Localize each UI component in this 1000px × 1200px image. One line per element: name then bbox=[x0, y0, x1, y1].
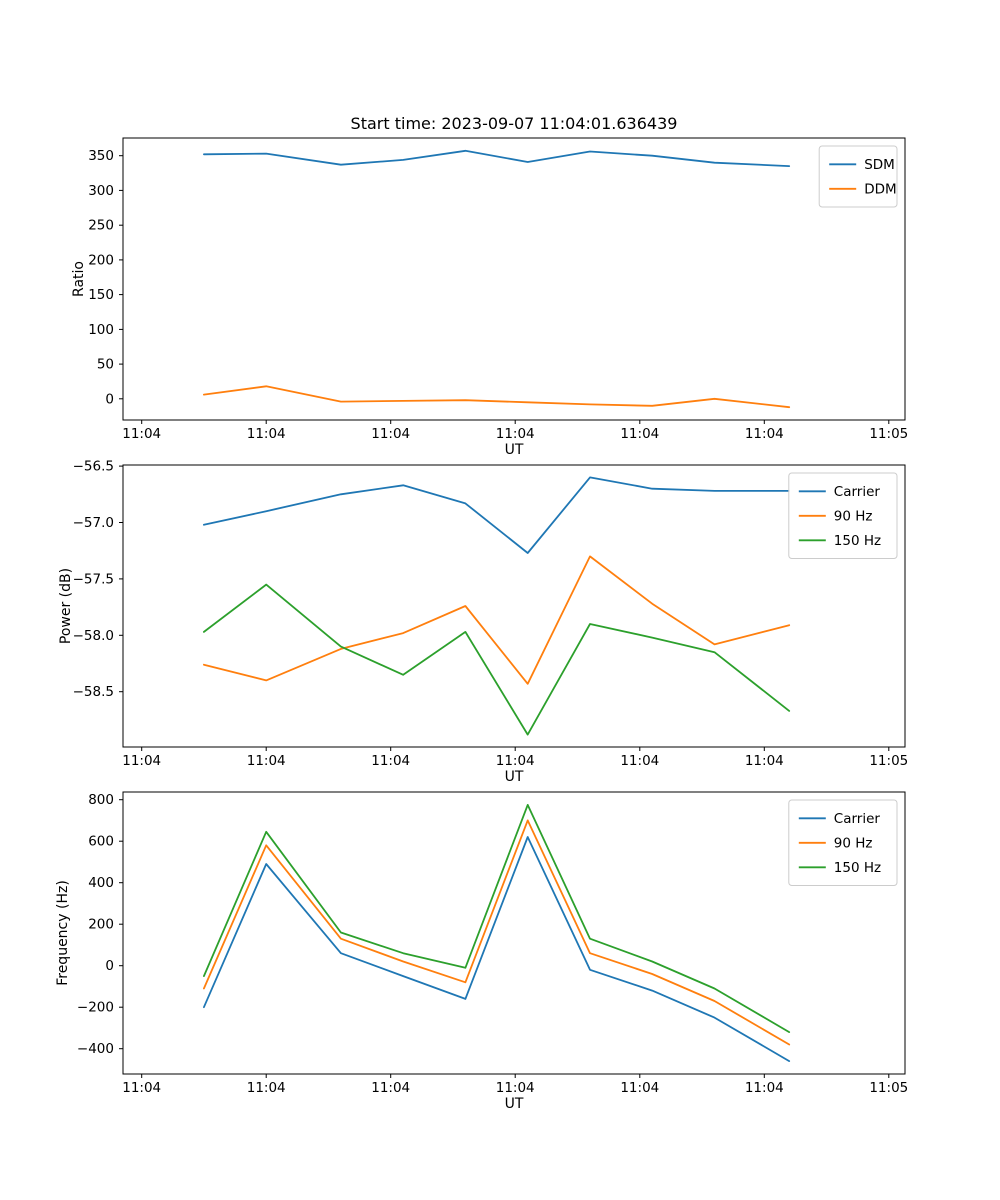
y-tick-label: 0 bbox=[105, 391, 114, 407]
y-axis-label-ratio: Ratio bbox=[71, 261, 87, 297]
y-tick-label: 400 bbox=[88, 875, 114, 891]
legend-label-sdm: SDM bbox=[864, 157, 895, 173]
x-tick-label: 11:04 bbox=[371, 1080, 410, 1096]
y-tick-label: −57.5 bbox=[73, 571, 114, 587]
x-tick-label: 11:04 bbox=[122, 1080, 161, 1096]
series-line-carrier bbox=[202, 836, 791, 1062]
x-tick-label: 11:04 bbox=[496, 426, 535, 442]
x-tick-label: 11:04 bbox=[620, 426, 659, 442]
legend-box bbox=[788, 799, 898, 886]
series-line-ddm bbox=[202, 385, 791, 409]
y-tick-label: −58.5 bbox=[73, 684, 114, 700]
series-line-150-hz bbox=[202, 804, 791, 1033]
axes-frame bbox=[122, 464, 906, 748]
legend-label-carrier: Carrier bbox=[834, 484, 881, 500]
x-tick-label: 11:04 bbox=[247, 1080, 286, 1096]
x-tick-label: 11:04 bbox=[745, 753, 784, 769]
plot-title: Start time: 2023-09-07 11:04:01.636439 bbox=[350, 114, 678, 133]
y-tick-label: 350 bbox=[88, 148, 114, 164]
series-line-carrier bbox=[202, 476, 791, 554]
y-axis-label-power: Power (dB) bbox=[58, 567, 74, 645]
y-tick-label: −58.0 bbox=[73, 628, 114, 644]
y-tick-label: 800 bbox=[88, 792, 114, 808]
x-tick-label: 11:04 bbox=[371, 426, 410, 442]
y-tick-label: 600 bbox=[88, 834, 114, 850]
legend-label-90-hz: 90 Hz bbox=[834, 835, 873, 851]
legend-label-150-hz: 150 Hz bbox=[834, 860, 881, 876]
x-tick-label: 11:04 bbox=[122, 426, 161, 442]
y-tick-label: 0 bbox=[105, 958, 114, 974]
x-tick-label: 11:04 bbox=[247, 426, 286, 442]
y-tick-label: 300 bbox=[88, 183, 114, 199]
x-axis-label-frequency: UT bbox=[504, 1096, 524, 1112]
x-axis-label-power: UT bbox=[504, 769, 524, 785]
axes-frame bbox=[122, 137, 906, 421]
x-tick-label: 11:05 bbox=[869, 753, 908, 769]
legend-label-ddm: DDM bbox=[864, 181, 896, 197]
x-tick-label: 11:04 bbox=[496, 753, 535, 769]
y-tick-label: 150 bbox=[88, 287, 114, 303]
y-tick-label: 200 bbox=[88, 252, 114, 268]
series-line-150-hz bbox=[202, 583, 791, 736]
series-line-sdm bbox=[202, 149, 791, 168]
legend-box bbox=[818, 145, 898, 208]
y-tick-label: −56.5 bbox=[73, 459, 114, 475]
x-tick-label: 11:04 bbox=[745, 1080, 784, 1096]
x-tick-label: 11:04 bbox=[247, 753, 286, 769]
legend-label-90-hz: 90 Hz bbox=[834, 508, 873, 524]
x-tick-label: 11:04 bbox=[620, 1080, 659, 1096]
y-tick-label: −200 bbox=[77, 1000, 114, 1016]
x-tick-label: 11:04 bbox=[122, 753, 161, 769]
series-line-90-hz bbox=[202, 555, 791, 685]
y-tick-label: −400 bbox=[77, 1041, 114, 1057]
series-line-90-hz bbox=[202, 819, 791, 1046]
y-axis-label-frequency: Frequency (Hz) bbox=[55, 880, 71, 986]
x-axis-label-ratio: UT bbox=[504, 442, 524, 458]
x-tick-label: 11:04 bbox=[496, 1080, 535, 1096]
y-tick-label: 200 bbox=[88, 917, 114, 933]
x-tick-label: 11:05 bbox=[869, 1080, 908, 1096]
y-tick-label: 50 bbox=[97, 357, 114, 373]
x-tick-label: 11:04 bbox=[620, 753, 659, 769]
legend-label-150-hz: 150 Hz bbox=[834, 533, 881, 549]
x-tick-label: 11:04 bbox=[745, 426, 784, 442]
legend-box bbox=[788, 472, 898, 559]
y-tick-label: −57.0 bbox=[73, 515, 114, 531]
x-tick-label: 11:05 bbox=[869, 426, 908, 442]
legend-label-carrier: Carrier bbox=[834, 811, 881, 827]
x-tick-label: 11:04 bbox=[371, 753, 410, 769]
y-tick-label: 250 bbox=[88, 218, 114, 234]
y-tick-label: 100 bbox=[88, 322, 114, 338]
